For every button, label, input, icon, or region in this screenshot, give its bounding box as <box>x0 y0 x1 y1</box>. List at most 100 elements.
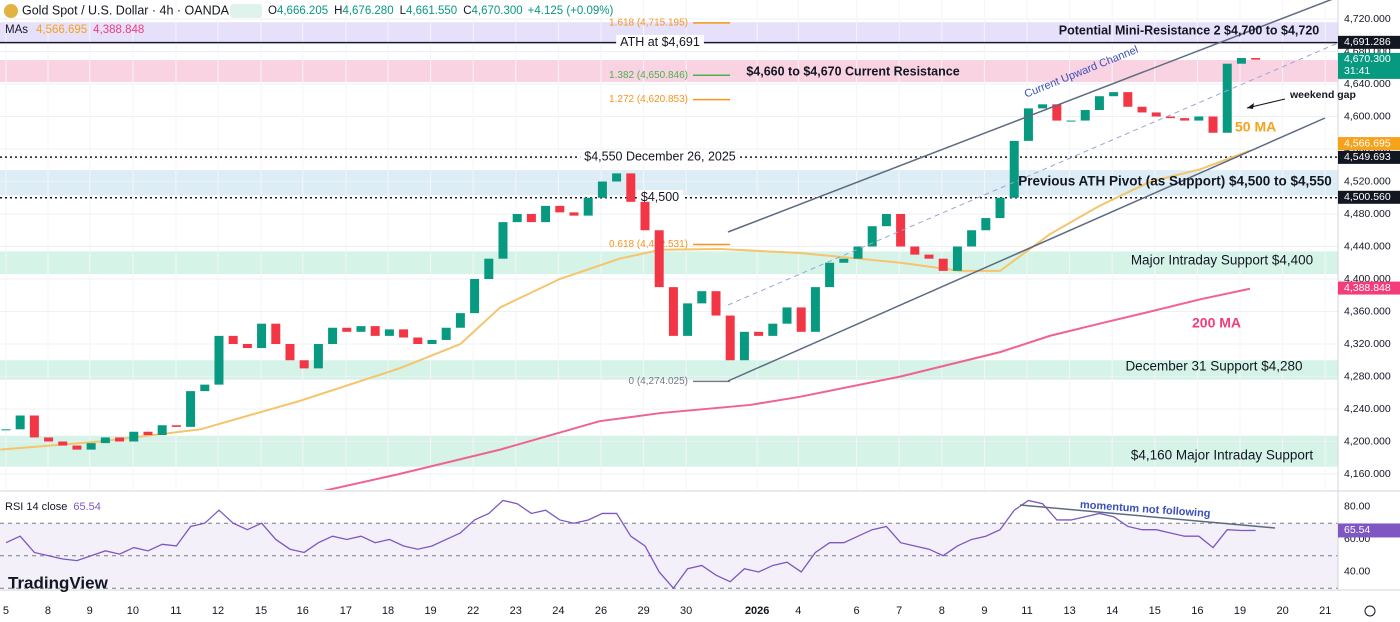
y-tick-label: 4,160.000 <box>1344 468 1391 480</box>
x-tick-label: 20 <box>1276 605 1288 617</box>
candle <box>867 226 877 247</box>
candle <box>668 287 678 336</box>
rsi-value-bg <box>1338 523 1400 538</box>
rsi-value-label: 65.54 <box>1344 524 1370 536</box>
x-tick-label: 23 <box>510 605 522 617</box>
candle <box>186 391 196 427</box>
gap-arrow-head <box>1247 103 1254 109</box>
candle <box>881 214 891 227</box>
candle <box>1023 108 1033 141</box>
annotation: 50 MA <box>1235 119 1276 135</box>
ma-value: 4,388.848 <box>93 24 144 36</box>
candle <box>455 313 465 328</box>
candle <box>796 307 806 332</box>
candle <box>15 415 25 430</box>
x-tick-label: 17 <box>340 605 352 617</box>
level-label: $4,550 December 26, 2025 <box>584 149 736 163</box>
x-tick-label: 11 <box>170 605 181 617</box>
x-tick-label: 30 <box>680 605 692 617</box>
candle <box>896 214 906 247</box>
candle <box>754 331 764 336</box>
candle <box>313 343 323 369</box>
level-label: ATH at $4,691 <box>620 35 700 49</box>
candle <box>654 230 664 288</box>
candle <box>526 214 536 223</box>
candle <box>640 201 650 231</box>
annotation: 200 MA <box>1192 315 1241 331</box>
candle <box>285 343 295 361</box>
zone <box>0 22 1338 45</box>
level-label: $4,500 <box>641 190 679 204</box>
candle <box>938 258 948 271</box>
ohlc-change: +4.125 (+0.09%) <box>528 5 614 17</box>
candle <box>924 254 934 259</box>
ohlc-key: C <box>463 5 471 17</box>
y-tick-label: 4,520.000 <box>1344 175 1391 187</box>
settings-icon[interactable] <box>1364 605 1376 617</box>
candle <box>739 331 749 361</box>
price-label-bg <box>1338 190 1400 204</box>
zone <box>0 435 1338 467</box>
candle <box>1009 140 1019 198</box>
candle <box>541 205 551 223</box>
candle <box>768 323 778 336</box>
ohlc-key: O <box>268 5 277 17</box>
level-label-bg <box>616 34 704 49</box>
zone-label: $4,660 to $4,670 Current Resistance <box>746 64 959 78</box>
candle <box>711 291 721 316</box>
fib-label: 0 (4,274.025) <box>629 376 689 387</box>
candle <box>952 246 962 271</box>
level-label-bg <box>580 149 740 164</box>
x-tick-label: 26 <box>595 605 607 617</box>
x-tick-label: 10 <box>127 605 139 617</box>
candle <box>1180 118 1190 121</box>
zone-label: December 31 Support $4,280 <box>1125 359 1302 374</box>
candle <box>1222 63 1232 133</box>
x-tick-label: 8 <box>939 605 945 617</box>
candle <box>583 197 593 216</box>
candle <box>1251 58 1261 60</box>
rsi-panel <box>0 499 1338 590</box>
x-tick-label: 4 <box>795 605 801 617</box>
level-label-bg <box>636 190 684 205</box>
candle <box>157 425 167 435</box>
candle <box>1038 104 1048 109</box>
candle <box>328 327 338 344</box>
candle <box>569 212 579 216</box>
x-tick-label: 19 <box>1234 605 1246 617</box>
zone-label: Previous ATH Pivot (as Support) $4,500 t… <box>1018 174 1332 189</box>
rsi-line <box>5 499 1256 590</box>
candle <box>810 287 820 332</box>
candle <box>384 329 394 336</box>
candle <box>1066 120 1076 122</box>
candle <box>697 291 707 304</box>
y-tick-label: 4,320.000 <box>1344 338 1391 350</box>
channel-lower <box>727 117 1326 382</box>
candle <box>1052 104 1062 121</box>
candle <box>257 323 267 349</box>
candle <box>910 246 920 255</box>
price-label: 4,388.848 <box>1344 282 1391 294</box>
y-tick-label: 4,240.000 <box>1344 403 1391 415</box>
candle <box>967 230 977 247</box>
candle <box>825 262 835 288</box>
brand: TradingView <box>8 573 109 592</box>
candle <box>100 437 110 444</box>
price-label: 4,566.695 <box>1344 137 1391 149</box>
channel-upper <box>727 0 1333 233</box>
candle <box>470 279 480 314</box>
x-tick-label: 18 <box>382 605 394 617</box>
candle <box>356 326 366 332</box>
y-tick-label: 4,720.000 <box>1344 13 1391 25</box>
ma-legend: MAs 4,566.695 4,388.848 <box>5 24 144 36</box>
candle <box>143 431 153 435</box>
x-tick-label: 16 <box>297 605 309 617</box>
ohlc-value: 4,661.550 <box>406 5 457 17</box>
candle <box>242 343 252 349</box>
candle <box>413 337 423 344</box>
x-tick-label: 21 <box>1319 605 1331 617</box>
candle <box>427 339 437 344</box>
x-tick-label: 15 <box>255 605 267 617</box>
price-label: 4,691.286 <box>1344 36 1391 48</box>
symbol-title: Gold Spot / U.S. Dollar · 4h · OANDA <box>22 3 230 17</box>
